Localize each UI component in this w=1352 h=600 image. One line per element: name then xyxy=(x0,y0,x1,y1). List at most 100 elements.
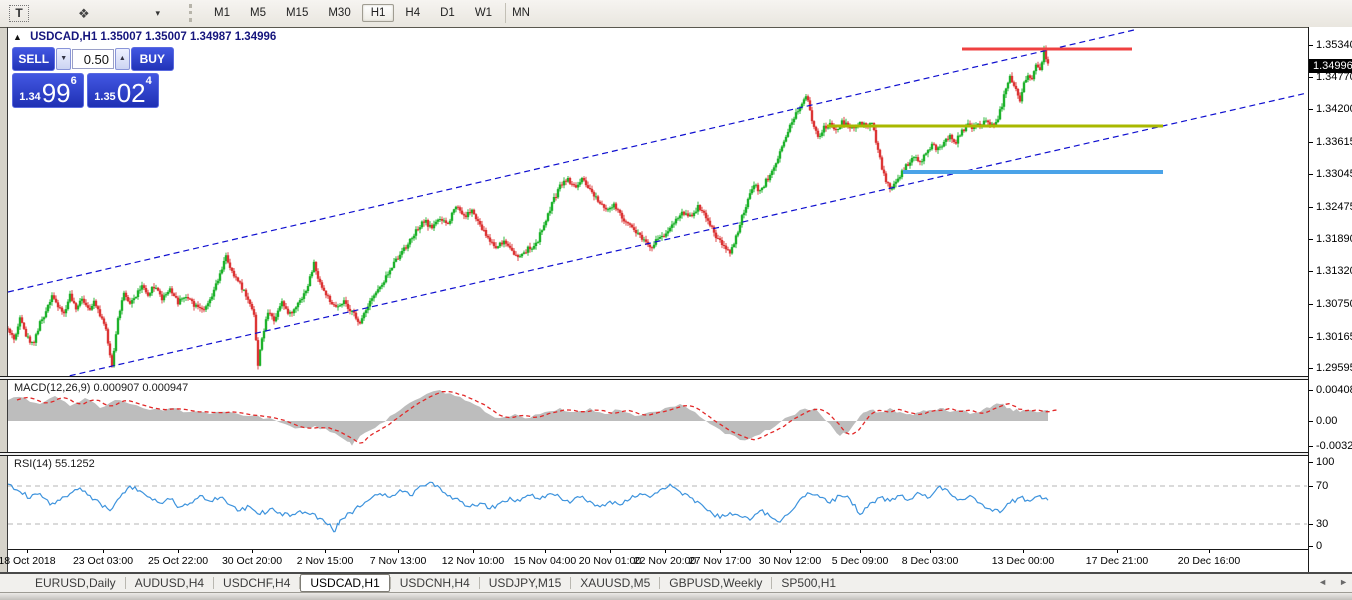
toolbar-separator xyxy=(505,3,506,23)
timeframe-button-M15[interactable]: M15 xyxy=(285,7,309,19)
toolbar-grip xyxy=(189,4,195,22)
axis-label: 100 xyxy=(1316,456,1335,468)
chart-tab-usdchf[interactable]: USDCHF,H4 xyxy=(223,576,291,590)
time-tick xyxy=(860,550,861,553)
time-tick xyxy=(252,550,253,553)
buy-price-big: 02 xyxy=(116,78,146,108)
tab-separator xyxy=(299,577,301,589)
axis-tick xyxy=(1309,337,1313,338)
axis-tick xyxy=(1309,462,1313,463)
tab-scroll-right-icon[interactable]: ► xyxy=(1339,577,1348,587)
timeframe-button-W1[interactable]: W1 xyxy=(474,7,493,19)
cursor-tool-button[interactable]: ❖ ▾ xyxy=(72,4,166,24)
time-tick xyxy=(1117,550,1118,553)
sell-price-big: 99 xyxy=(41,78,71,108)
time-tick xyxy=(545,550,546,553)
time-tick xyxy=(1023,550,1024,553)
axis-tick xyxy=(1309,239,1313,240)
axis-label: 1.31320 xyxy=(1316,265,1352,277)
axis-tick xyxy=(1309,207,1313,208)
one-click-trading-panel: SELL ▼ ▲ BUY 1.34 99 6 1.35 02 4 xyxy=(12,47,174,108)
pane-splitter-macd[interactable] xyxy=(0,376,1352,380)
chart-tab-gbpusd[interactable]: GBPUSD,Weekly xyxy=(669,576,763,590)
axis-tick xyxy=(1309,390,1313,391)
chart-tab-usdcnh[interactable]: USDCNH,H4 xyxy=(399,576,470,590)
timeframe-button-MN[interactable]: MN xyxy=(512,7,530,19)
time-tick xyxy=(398,550,399,553)
timeframe-button-M30[interactable]: M30 xyxy=(328,7,351,19)
buy-price-prefix: 1.35 xyxy=(94,91,116,103)
text-tool-button[interactable]: T xyxy=(7,4,31,24)
chart-tab-audusd[interactable]: AUDUSD,H4 xyxy=(134,576,205,590)
main-toolbar: T ❖ ▾ M1 M5 M15 M30 H1 H4 D1 W1 MN xyxy=(0,0,1352,28)
buy-price-display[interactable]: 1.35 02 4 xyxy=(87,73,159,108)
time-label: 25 Oct 22:00 xyxy=(147,555,209,567)
price-axis-column: 1.34996 1.35340 1.34770 1.34200 1.33615 1.33… xyxy=(1308,27,1352,573)
lot-increase-button[interactable]: ▲ xyxy=(115,48,130,70)
time-label: 7 Nov 13:00 xyxy=(369,555,427,567)
macd-indicator-canvas[interactable] xyxy=(8,380,1308,452)
chart-tab-eurusd[interactable]: EURUSD,Daily xyxy=(35,576,116,590)
time-tick xyxy=(930,550,931,553)
axis-label: 1.33045 xyxy=(1316,168,1352,180)
time-label: 18 Oct 2018 xyxy=(0,555,56,567)
sell-button[interactable]: SELL xyxy=(12,47,56,71)
sell-price-display[interactable]: 1.34 99 6 xyxy=(12,73,84,108)
time-label: 22 Nov 20:00 xyxy=(633,555,697,567)
pane-splitter-rsi[interactable] xyxy=(0,452,1352,456)
axis-tick xyxy=(1309,304,1313,305)
tab-scroll-left-icon[interactable]: ◄ xyxy=(1318,577,1328,587)
text-tool-icon: T xyxy=(9,5,29,22)
lot-size-input[interactable] xyxy=(72,49,114,69)
chart-frame-top xyxy=(0,27,1352,28)
time-label: 12 Nov 10:00 xyxy=(441,555,505,567)
symbol-timeframe-label: USDCAD,H1 xyxy=(30,31,98,43)
timeframe-button-M5[interactable]: M5 xyxy=(249,7,266,19)
axis-tick xyxy=(1309,546,1313,547)
timeframe-button-D1[interactable]: D1 xyxy=(440,7,455,19)
rsi-label: RSI(14) 55.1252 xyxy=(14,458,95,470)
axis-label: 1.32475 xyxy=(1316,201,1352,213)
chart-tab-bar: ◄ ► EURUSD,Daily AUDUSD,H4 USDCHF,H4 USDCAD… xyxy=(0,572,1352,593)
chart-tab-usdcad[interactable]: USDCAD,H1 xyxy=(300,574,390,592)
axis-label: 1.30165 xyxy=(1316,331,1352,343)
price-chart-canvas[interactable] xyxy=(8,28,1308,376)
sell-price-sup: 6 xyxy=(70,75,77,87)
time-axis: 18 Oct 2018 23 Oct 03:00 25 Oct 22:00 30 Oc… xyxy=(0,549,1308,572)
axis-label: 1.33615 xyxy=(1316,136,1352,148)
time-tick xyxy=(27,550,28,553)
timeframe-button-H1[interactable]: H1 xyxy=(361,4,395,22)
chart-tab-xauusd[interactable]: XAUUSD,M5 xyxy=(580,576,651,590)
time-label: 27 Nov 17:00 xyxy=(688,555,752,567)
axis-label: 0.00 xyxy=(1316,415,1338,427)
chart-tab-usdjpy[interactable]: USDJPY,M15 xyxy=(488,576,562,590)
axis-label: 70 xyxy=(1316,480,1329,492)
time-tick xyxy=(665,550,666,553)
time-label: 30 Oct 20:00 xyxy=(221,555,283,567)
chart-tab-sp500[interactable]: SP500,H1 xyxy=(781,576,837,590)
timeframe-button-H4[interactable]: H4 xyxy=(405,7,421,19)
axis-label: 0.004083 xyxy=(1316,384,1352,396)
chart-frame-left xyxy=(7,27,8,573)
time-label: 8 Dec 03:00 xyxy=(901,555,959,567)
time-label: 20 Nov 01:00 xyxy=(578,555,642,567)
time-tick xyxy=(103,550,104,553)
lot-decrease-button[interactable]: ▼ xyxy=(56,48,71,70)
current-price-badge: 1.34996 xyxy=(1309,59,1352,73)
tab-separator xyxy=(389,577,391,589)
buy-button[interactable]: BUY xyxy=(130,47,174,71)
tab-separator xyxy=(771,577,773,589)
axis-tick xyxy=(1309,109,1313,110)
collapse-panel-icon[interactable]: ▲ xyxy=(13,32,22,42)
time-tick xyxy=(610,550,611,553)
axis-tick xyxy=(1309,368,1313,369)
time-tick xyxy=(178,550,179,553)
time-label: 15 Nov 04:00 xyxy=(513,555,577,567)
timeframe-toolbar: M1 M5 M15 M30 H1 H4 D1 W1 MN xyxy=(204,2,540,24)
timeframe-button-M1[interactable]: M1 xyxy=(214,7,230,19)
axis-label: -0.003262 xyxy=(1316,440,1352,452)
tab-separator xyxy=(659,577,661,589)
rsi-indicator-canvas[interactable] xyxy=(8,456,1308,549)
status-strip xyxy=(0,593,1352,600)
chart-title: ▲ USDCAD,H1 1.35007 1.35007 1.34987 1.34… xyxy=(13,31,276,43)
